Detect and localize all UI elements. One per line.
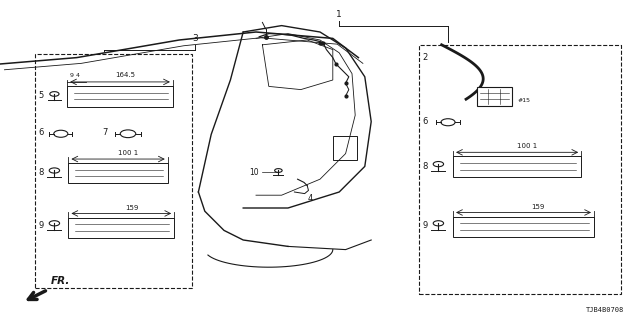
Text: 159: 159 <box>531 204 544 210</box>
Text: 9 4: 9 4 <box>70 73 81 78</box>
Text: 100 1: 100 1 <box>517 143 538 149</box>
Text: 8: 8 <box>422 162 428 171</box>
Bar <box>67 86 173 107</box>
Text: 100 1: 100 1 <box>118 150 138 156</box>
Bar <box>68 163 168 183</box>
Text: 6: 6 <box>422 117 428 126</box>
Text: 10: 10 <box>250 168 259 177</box>
Bar <box>68 218 174 238</box>
Text: #15: #15 <box>517 98 530 103</box>
Text: 159: 159 <box>125 204 138 211</box>
Text: 6: 6 <box>38 128 44 137</box>
Text: FR.: FR. <box>51 276 70 286</box>
Text: 8: 8 <box>38 168 44 177</box>
Bar <box>453 156 581 177</box>
Bar <box>453 217 594 237</box>
Bar <box>477 87 512 106</box>
Bar <box>419 45 621 294</box>
Text: 2: 2 <box>422 53 428 62</box>
Text: 4: 4 <box>308 194 313 203</box>
Text: 9: 9 <box>38 221 44 230</box>
Bar <box>333 136 357 160</box>
Text: 5: 5 <box>38 92 44 100</box>
Text: 7: 7 <box>102 128 108 137</box>
Text: 1: 1 <box>337 10 342 19</box>
Bar <box>35 54 192 288</box>
Text: 3: 3 <box>193 34 198 43</box>
Text: TJB4B0708: TJB4B0708 <box>586 307 624 313</box>
Text: 9: 9 <box>422 221 428 230</box>
Text: 164.5: 164.5 <box>115 72 135 78</box>
